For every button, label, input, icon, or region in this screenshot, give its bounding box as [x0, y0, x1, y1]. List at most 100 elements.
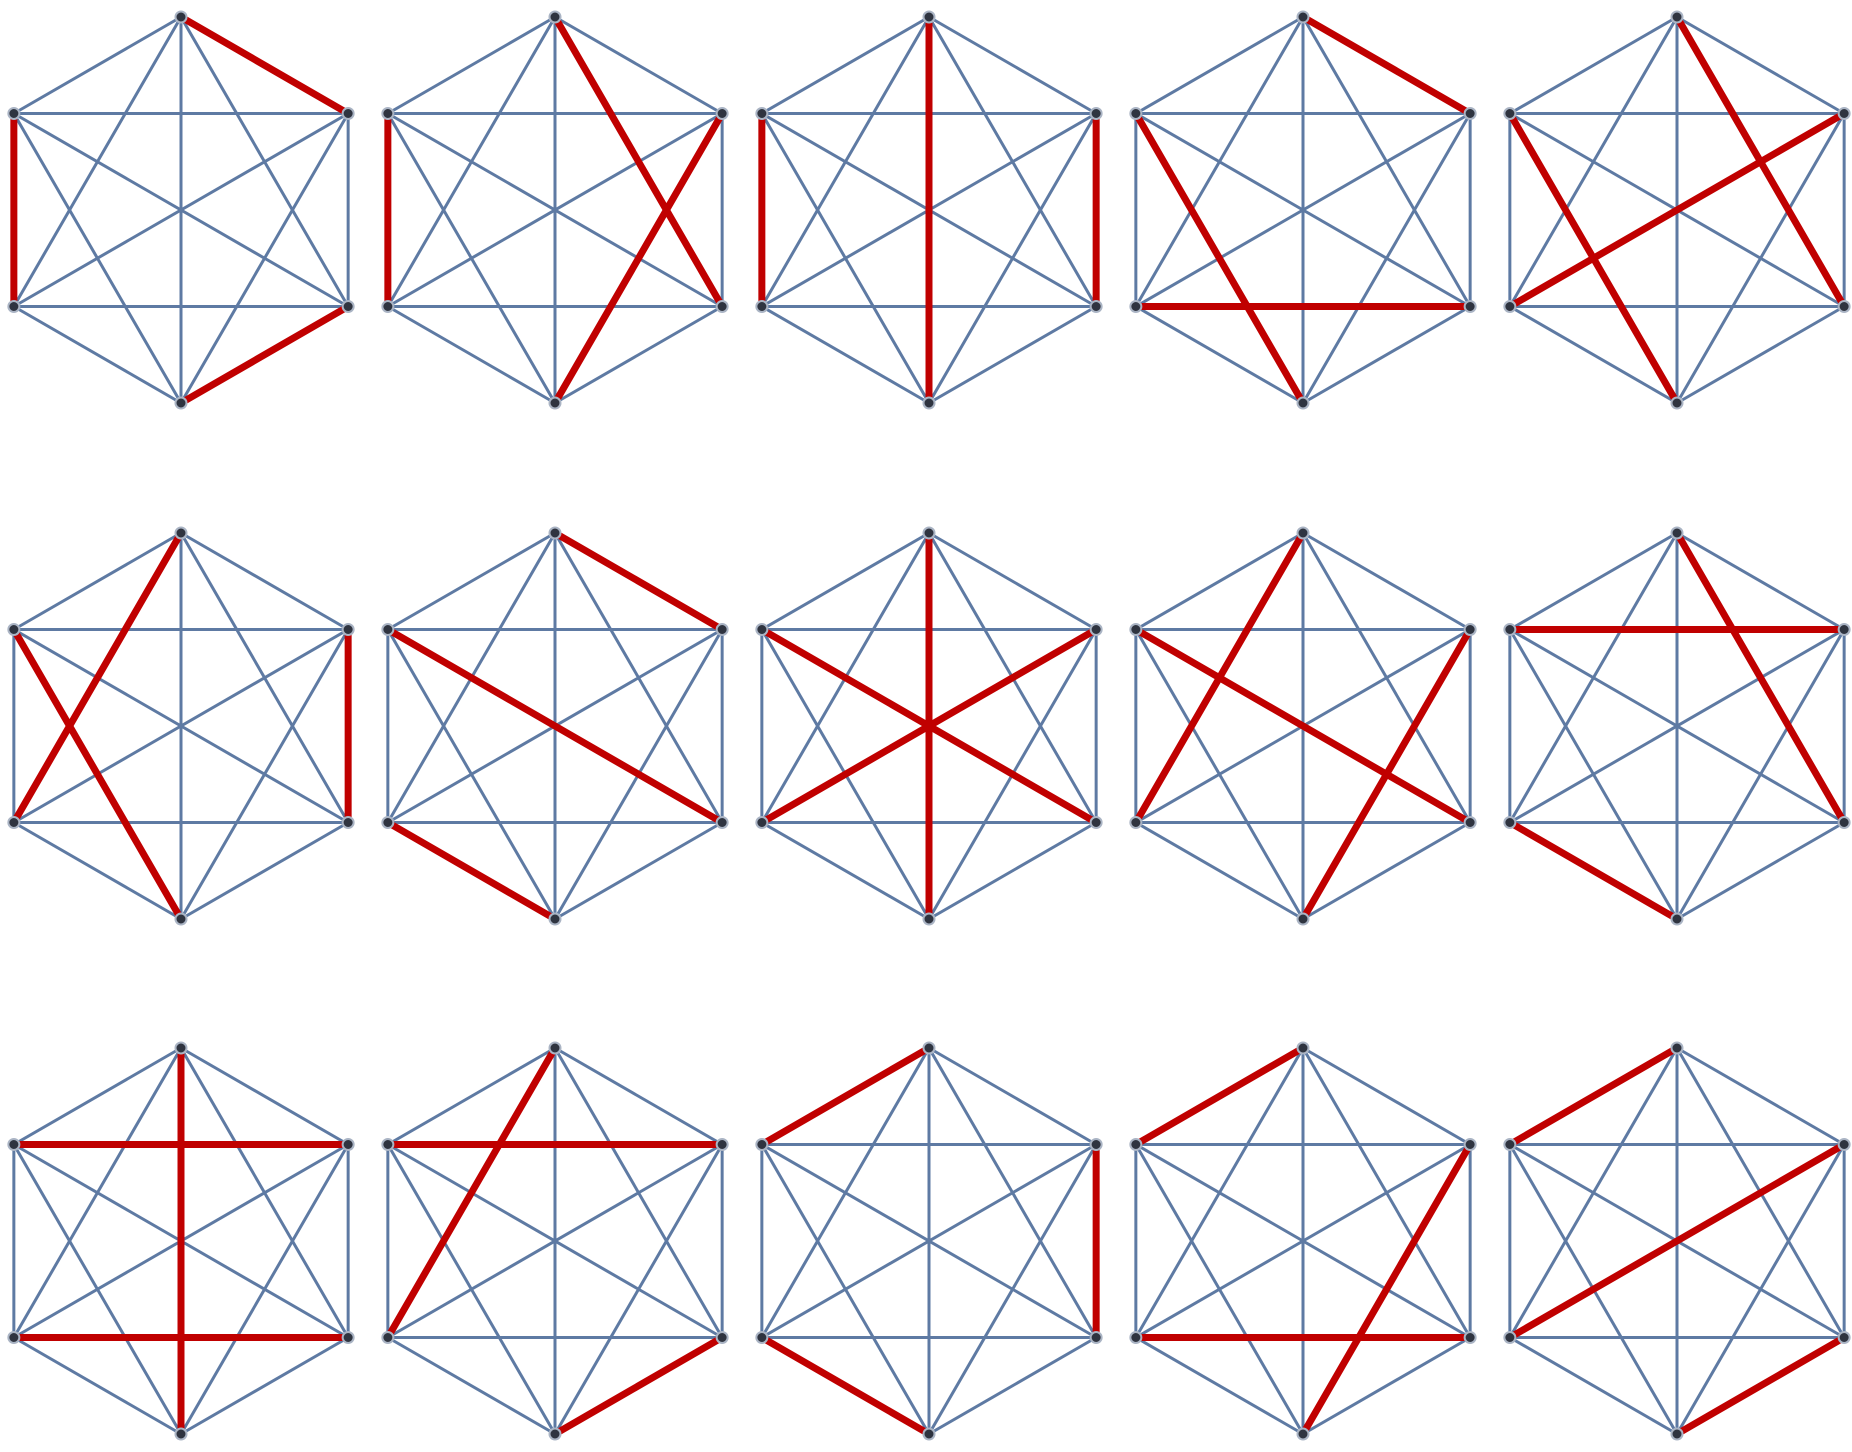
vertex-bottom — [1296, 912, 1310, 926]
vertex-lower-right — [341, 816, 355, 829]
graph-edge — [387, 1143, 723, 1339]
vertex-upper-left — [381, 1138, 395, 1151]
vertex-upper-left — [755, 1138, 769, 1151]
vertex-bottom — [1670, 1427, 1684, 1441]
vertex-lower-left — [381, 816, 395, 829]
graph-edge — [1135, 531, 1304, 631]
vertex-lower-left — [381, 1331, 395, 1344]
vertex-upper-right — [341, 107, 355, 120]
matching-panel-1 — [7, 10, 355, 410]
vertex-top — [548, 10, 562, 24]
vertex-bottom — [922, 1427, 936, 1441]
vertex-upper-right — [1837, 107, 1851, 120]
vertex-lower-right — [1463, 816, 1477, 829]
vertex-lower-left — [755, 300, 769, 313]
vertex-top — [1296, 526, 1310, 540]
vertex-lower-left — [1503, 1331, 1517, 1344]
graph-edge — [928, 1336, 1097, 1436]
vertex-lower-left — [7, 816, 21, 829]
matching-edge — [1132, 110, 1307, 407]
graph-edge — [761, 531, 930, 631]
vertex-bottom — [922, 396, 936, 410]
graph-edge — [180, 531, 349, 631]
matching-edge — [1673, 529, 1848, 826]
graph-edge — [1135, 821, 1304, 921]
vertex-lower-left — [7, 300, 21, 313]
graph-edge — [12, 1143, 183, 1435]
graph-edge — [1509, 305, 1678, 405]
graph-edge — [387, 531, 556, 631]
vertex-upper-right — [1089, 1138, 1103, 1151]
matching-edge — [1506, 819, 1681, 923]
graph-edge — [387, 1046, 556, 1146]
graph-edge — [1676, 15, 1845, 115]
graph-edge — [180, 1046, 349, 1146]
vertex-lower-left — [1503, 300, 1517, 313]
vertex-upper-left — [7, 1138, 21, 1151]
vertex-lower-left — [1503, 816, 1517, 829]
graph-edge — [13, 305, 182, 405]
matching-edge — [1132, 626, 1474, 826]
matching-edge — [551, 13, 726, 310]
matching-edge — [1506, 1044, 1681, 1148]
vertex-top — [548, 526, 562, 540]
vertex-upper-left — [1129, 623, 1143, 636]
vertex-upper-left — [755, 623, 769, 636]
matching-panel-13 — [755, 1041, 1103, 1441]
matching-panel-6 — [7, 526, 355, 926]
graph-edge — [928, 15, 1097, 115]
vertex-lower-right — [341, 1331, 355, 1344]
graph-edge — [761, 821, 930, 921]
vertex-upper-right — [715, 107, 729, 120]
vertex-lower-right — [1089, 816, 1103, 829]
graph-edge — [1302, 1046, 1471, 1146]
graph-edge — [13, 821, 182, 921]
graph-edge — [1508, 628, 1679, 920]
graph-edge — [1302, 305, 1471, 405]
vertex-upper-right — [715, 1138, 729, 1151]
matching-panel-15 — [1503, 1041, 1851, 1441]
vertex-upper-right — [341, 623, 355, 636]
vertex-bottom — [922, 912, 936, 926]
graph-edge — [13, 112, 349, 308]
matching-edge — [1132, 1044, 1307, 1148]
matching-edge — [10, 626, 185, 923]
vertex-bottom — [174, 912, 188, 926]
graph-edge — [928, 821, 1097, 921]
matching-edge — [551, 1334, 726, 1438]
vertex-lower-right — [341, 300, 355, 313]
vertex-upper-left — [381, 107, 395, 120]
vertex-upper-right — [1089, 623, 1103, 636]
vertex-upper-right — [341, 1138, 355, 1151]
graph-edge — [12, 112, 183, 404]
vertex-bottom — [548, 1427, 562, 1441]
matching-edge — [758, 1334, 933, 1438]
matching-edge — [1299, 13, 1474, 117]
vertex-lower-left — [755, 816, 769, 829]
graph-edge — [928, 305, 1097, 405]
graph-edge — [1509, 15, 1678, 115]
vertex-bottom — [174, 1427, 188, 1441]
vertex-lower-left — [755, 1331, 769, 1344]
vertex-top — [1670, 10, 1684, 24]
graph-edge — [1676, 1046, 1845, 1146]
vertex-bottom — [548, 396, 562, 410]
graph-edge — [1135, 15, 1304, 115]
vertex-bottom — [1296, 1427, 1310, 1441]
matching-edge — [177, 13, 352, 117]
matching-edge — [551, 529, 726, 633]
vertex-upper-left — [1503, 107, 1517, 120]
matching-edge — [384, 1044, 559, 1341]
matching-panel-11 — [7, 1041, 355, 1441]
graph-edge — [1509, 1336, 1678, 1436]
vertex-top — [922, 1041, 936, 1055]
matching-panel-2 — [381, 10, 729, 410]
vertex-top — [1296, 1041, 1310, 1055]
matching-edge — [1673, 1334, 1848, 1438]
vertex-lower-right — [1089, 1331, 1103, 1344]
vertex-upper-left — [1129, 1138, 1143, 1151]
graph-edge — [554, 15, 723, 115]
vertex-upper-left — [1129, 107, 1143, 120]
graph-edge — [386, 1143, 557, 1435]
vertex-upper-right — [1089, 107, 1103, 120]
